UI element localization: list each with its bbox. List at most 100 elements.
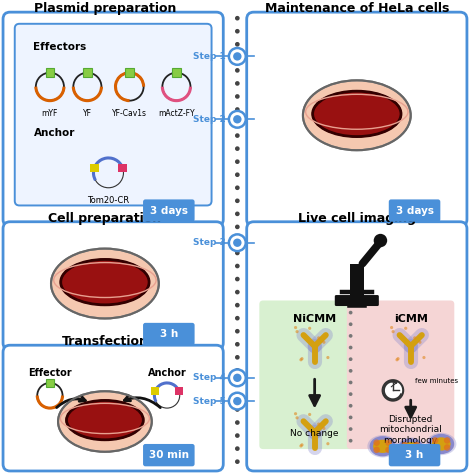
Circle shape (349, 392, 353, 396)
Circle shape (229, 111, 246, 128)
Ellipse shape (303, 81, 410, 150)
Circle shape (308, 413, 311, 416)
FancyBboxPatch shape (125, 68, 134, 77)
Circle shape (235, 290, 240, 294)
Circle shape (349, 427, 353, 431)
Ellipse shape (50, 273, 160, 298)
Circle shape (390, 326, 393, 329)
FancyBboxPatch shape (118, 164, 127, 172)
FancyBboxPatch shape (347, 301, 454, 449)
Circle shape (229, 369, 246, 386)
Circle shape (235, 407, 240, 412)
Text: Step 4: Step 4 (193, 374, 226, 383)
Circle shape (235, 303, 240, 308)
Circle shape (235, 447, 240, 451)
Circle shape (229, 234, 246, 251)
Circle shape (235, 316, 240, 320)
FancyBboxPatch shape (3, 12, 223, 227)
Text: Tom20-CR: Tom20-CR (87, 196, 129, 205)
Text: No change: No change (291, 429, 339, 438)
Circle shape (301, 443, 303, 447)
Text: NiCMM: NiCMM (293, 313, 336, 324)
Text: Effector: Effector (28, 368, 72, 378)
Ellipse shape (367, 435, 398, 457)
FancyBboxPatch shape (3, 345, 223, 471)
Circle shape (349, 346, 353, 349)
Circle shape (349, 381, 353, 384)
Circle shape (322, 427, 326, 430)
Circle shape (235, 42, 240, 46)
Circle shape (385, 447, 392, 453)
FancyBboxPatch shape (389, 444, 440, 466)
Text: few minutes: few minutes (415, 378, 458, 384)
Text: Disrupted: Disrupted (389, 415, 433, 424)
Circle shape (235, 264, 240, 268)
Circle shape (233, 115, 242, 124)
FancyBboxPatch shape (46, 379, 54, 387)
FancyBboxPatch shape (15, 24, 211, 205)
Circle shape (235, 251, 240, 255)
Circle shape (396, 357, 400, 360)
Circle shape (235, 381, 240, 386)
Text: Step 2: Step 2 (193, 115, 226, 124)
FancyBboxPatch shape (143, 444, 195, 466)
Text: Anchor: Anchor (34, 128, 75, 138)
FancyBboxPatch shape (259, 301, 355, 449)
FancyBboxPatch shape (3, 222, 223, 350)
Circle shape (235, 199, 240, 203)
Circle shape (349, 357, 353, 361)
FancyBboxPatch shape (246, 12, 467, 227)
Circle shape (233, 238, 242, 247)
Circle shape (235, 185, 240, 190)
Text: iCMM: iCMM (394, 313, 428, 324)
FancyBboxPatch shape (389, 200, 440, 222)
Circle shape (235, 225, 240, 229)
Ellipse shape (58, 391, 152, 452)
Ellipse shape (400, 440, 422, 457)
Circle shape (413, 449, 420, 456)
Circle shape (308, 327, 311, 330)
FancyBboxPatch shape (143, 200, 195, 222)
Text: YF-Cav1s: YF-Cav1s (112, 109, 147, 118)
Text: Live cell imaging: Live cell imaging (298, 212, 416, 225)
Circle shape (235, 16, 240, 20)
Circle shape (419, 341, 421, 344)
Text: mActZ-FY: mActZ-FY (158, 109, 195, 118)
Circle shape (229, 48, 246, 65)
Circle shape (235, 133, 240, 138)
Text: 3 h: 3 h (405, 450, 424, 460)
Circle shape (374, 447, 380, 453)
Text: mitochondrial: mitochondrial (379, 426, 442, 435)
Circle shape (235, 433, 240, 438)
FancyBboxPatch shape (143, 323, 195, 345)
Circle shape (235, 81, 240, 86)
Circle shape (349, 404, 353, 408)
Text: Plasmid preparation: Plasmid preparation (34, 2, 176, 16)
FancyBboxPatch shape (83, 68, 91, 77)
Circle shape (233, 52, 242, 61)
Circle shape (349, 334, 353, 338)
Text: Cell preparation: Cell preparation (48, 212, 162, 225)
Text: 3 days: 3 days (150, 206, 188, 216)
Circle shape (404, 327, 407, 330)
FancyBboxPatch shape (350, 264, 364, 305)
Circle shape (235, 355, 240, 360)
FancyBboxPatch shape (246, 222, 467, 471)
Circle shape (432, 437, 438, 444)
Circle shape (444, 437, 450, 444)
FancyBboxPatch shape (46, 68, 54, 77)
Circle shape (235, 94, 240, 99)
Ellipse shape (430, 436, 452, 452)
Ellipse shape (302, 105, 412, 130)
Circle shape (300, 358, 302, 361)
Circle shape (235, 277, 240, 282)
Circle shape (235, 420, 240, 425)
Circle shape (301, 357, 303, 360)
Circle shape (235, 55, 240, 60)
Circle shape (413, 337, 416, 339)
FancyBboxPatch shape (151, 387, 159, 395)
Circle shape (235, 159, 240, 164)
Circle shape (401, 449, 408, 456)
Circle shape (317, 337, 320, 339)
Text: mYF: mYF (42, 109, 58, 118)
